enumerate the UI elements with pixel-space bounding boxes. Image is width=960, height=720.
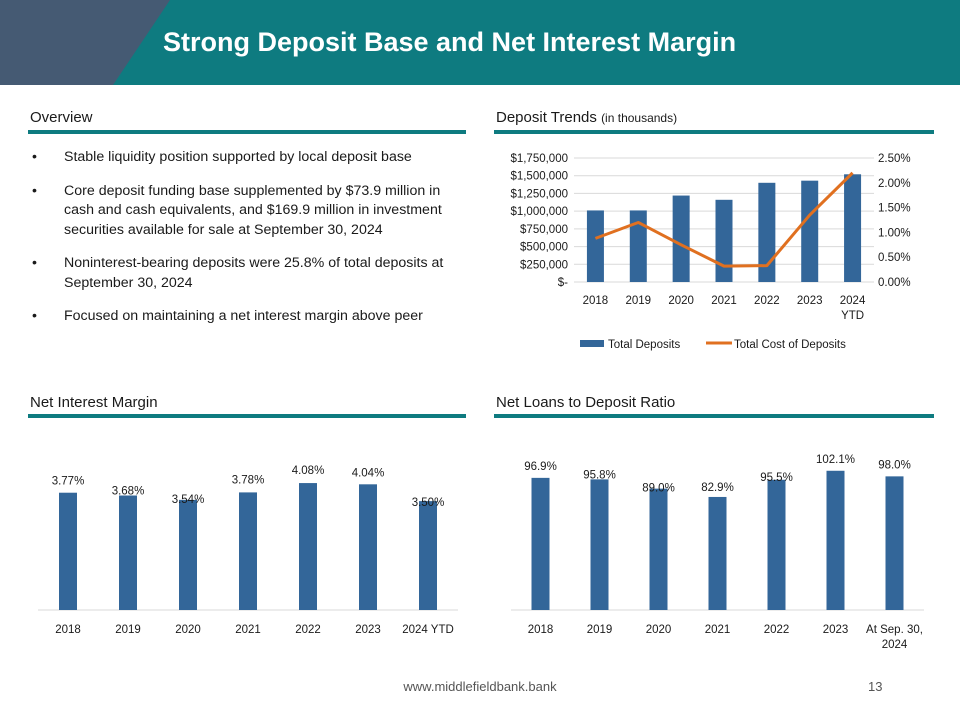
ltd-heading: Net Loans to Deposit Ratio [496,394,676,411]
x-tick-label: 2023 [797,295,823,307]
nim-bar [239,492,257,610]
legend-label-cost: Total Cost of Deposits [734,339,846,351]
deposit-bar [758,182,776,282]
data-label: 98.0% [878,459,911,471]
x-tick-label: 2019 [587,624,613,636]
ltd-bar [767,479,786,610]
deposit-bar [715,199,733,282]
nim-heading: Net Interest Margin [30,394,158,411]
legend-swatch-deposits [580,340,604,347]
y-left-tick-label: $1,500,000 [510,171,568,183]
nim-chart: 3.77% 2018 3.68% 2019 3.54% 2020 3.78% 2021 4.08… [38,465,458,636]
y-right-tick-label: 1.00% [878,227,911,239]
y-left-tick-label: $1,250,000 [510,188,568,200]
deposit-trends-subtitle: (in thousands) [601,111,678,125]
deposit-bar [672,195,690,282]
x-tick-label: 2020 [646,624,672,636]
x-tick-label: 2019 [115,624,141,636]
data-label: 89.0% [642,483,675,495]
nim-rule [28,414,466,418]
overview-bullet-list: Stable liquidity position supported by l… [30,148,470,341]
x-tick-label: 2019 [625,295,651,307]
y-left-tick-label: $1,750,000 [510,153,568,165]
y-right-tick-label: 2.00% [878,178,911,190]
x-tick-label: 2023 [355,624,381,636]
y-left-tick-label: $1,000,000 [510,206,568,218]
overview-bullet: Focused on maintaining a net interest ma… [30,307,470,327]
deposit-trends-heading: Deposit Trends (in thousands) [496,109,677,126]
data-label: 3.54% [172,494,205,506]
data-label: 4.08% [292,465,325,477]
page-title: Strong Deposit Base and Net Interest Mar… [163,27,737,57]
data-label: 3.50% [412,497,445,509]
data-label: 3.68% [112,486,145,498]
x-tick-label: 2024 YTD [402,624,454,636]
deposit-bar [586,210,604,282]
deposit-trends-rule [494,130,934,134]
data-label: 3.78% [232,474,265,486]
deposit-bar [844,174,862,282]
deposit-trends-chart: $- $250,000 $500,000 $750,000 $1,000,000 $1,2… [510,153,911,351]
nim-bar [419,501,437,610]
ltd-bar [885,476,904,610]
y-left-tick-label: $500,000 [520,242,568,254]
x-tick-label: YTD [841,310,864,322]
y-left-tick-label: $750,000 [520,224,568,236]
x-tick-label: 2022 [295,624,321,636]
x-tick-label: 2024 [882,639,908,651]
x-tick-label: 2018 [55,624,81,636]
nim-bar [59,492,77,610]
y-right-tick-label: 0.00% [878,277,911,289]
deposit-bar [801,180,819,282]
x-tick-label: At Sep. 30, [866,624,923,636]
overview-bullet: Core deposit funding base supplemented b… [30,182,470,241]
y-left-tick-label: $250,000 [520,259,568,271]
ltd-bar [708,496,727,610]
data-label: 4.04% [352,467,385,479]
deposit-bar [629,210,647,282]
data-label: 102.1% [816,454,855,466]
overview-bullet: Noninterest-bearing deposits were 25.8% … [30,254,470,293]
overview-bullet: Stable liquidity position supported by l… [30,148,470,168]
nim-bar [359,484,377,610]
cost-of-deposits-line [594,171,854,268]
header-slate-accent [0,0,170,85]
data-label: 95.8% [583,469,616,481]
ltd-rule [494,414,934,418]
x-tick-label: 2020 [175,624,201,636]
ltd-bar [531,477,550,610]
ltd-chart: 96.9% 2018 95.8% 2019 89.0% 2020 82.9% 2021 95.5… [511,454,924,651]
x-tick-label: 2023 [823,624,849,636]
x-tick-label: 2018 [528,624,554,636]
y-left-tick-label: $- [558,277,568,289]
y-right-tick-label: 1.50% [878,203,911,215]
x-tick-label: 2021 [705,624,731,636]
legend-label-deposits: Total Deposits [608,339,680,351]
data-label: 95.5% [760,472,793,484]
x-tick-label: 2024 [840,295,866,307]
data-label: 82.9% [701,482,734,494]
x-tick-label: 2021 [711,295,737,307]
ltd-bar [649,488,668,610]
nim-bar [299,483,317,610]
x-tick-label: 2018 [583,295,609,307]
overview-rule [28,130,466,134]
y-right-tick-label: 0.50% [878,252,911,264]
nim-bar [119,495,137,610]
page-number: 13 [868,679,883,694]
data-label: 96.9% [524,461,557,473]
x-tick-label: 2020 [668,295,694,307]
y-right-tick-label: 2.50% [878,153,911,165]
overview-heading: Overview [30,109,93,126]
deposit-trends-title: Deposit Trends [496,109,597,126]
x-tick-label: 2022 [754,295,780,307]
x-tick-label: 2022 [764,624,790,636]
ltd-bar [590,479,609,610]
footer-url: www.middlefieldbank.bank [403,679,557,694]
x-tick-label: 2021 [235,624,261,636]
nim-bar [179,499,197,610]
data-label: 3.77% [52,476,85,488]
ltd-bar [826,470,845,610]
